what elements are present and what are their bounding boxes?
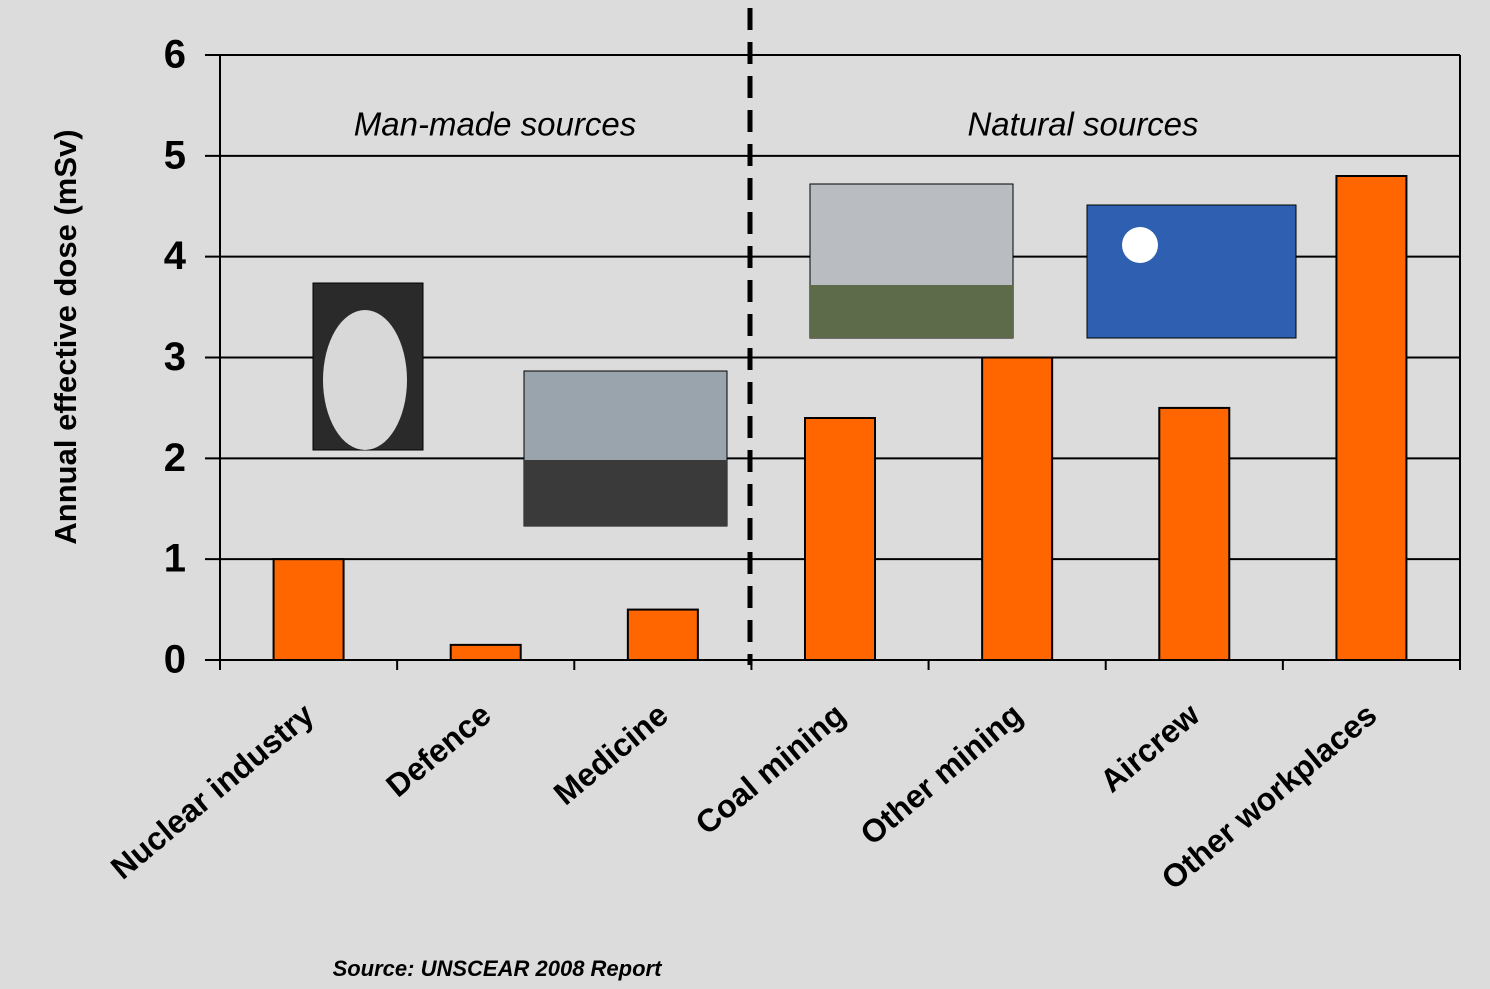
bar [1335, 175, 1408, 661]
photo-detail [524, 460, 727, 526]
source: Source: UNSCEAR 2008 Report [333, 956, 664, 981]
y-tick-label: 3 [164, 335, 186, 379]
y-tick-label: 6 [164, 33, 186, 77]
bar [272, 558, 345, 662]
annotation: Natural sources [967, 106, 1198, 143]
photo [1086, 204, 1297, 339]
y-tick-label: 0 [164, 638, 186, 682]
y-tick-label: 1 [164, 537, 186, 581]
y-tick-label: 4 [164, 234, 187, 278]
y-tick-label: 2 [164, 436, 186, 480]
photo-detail [810, 285, 1013, 338]
bars [272, 175, 1408, 662]
bar [804, 417, 876, 661]
photo-detail [1122, 227, 1158, 263]
y-tick-label: 5 [164, 133, 186, 177]
bar [626, 608, 699, 661]
bar [449, 643, 522, 661]
annotation: Man-made sources [354, 106, 636, 143]
bar [1158, 406, 1231, 661]
photo-detail [323, 310, 407, 450]
bar [981, 356, 1054, 661]
y-axis-label: Annual effective dose (mSv) [48, 129, 83, 544]
photos [312, 183, 1297, 527]
